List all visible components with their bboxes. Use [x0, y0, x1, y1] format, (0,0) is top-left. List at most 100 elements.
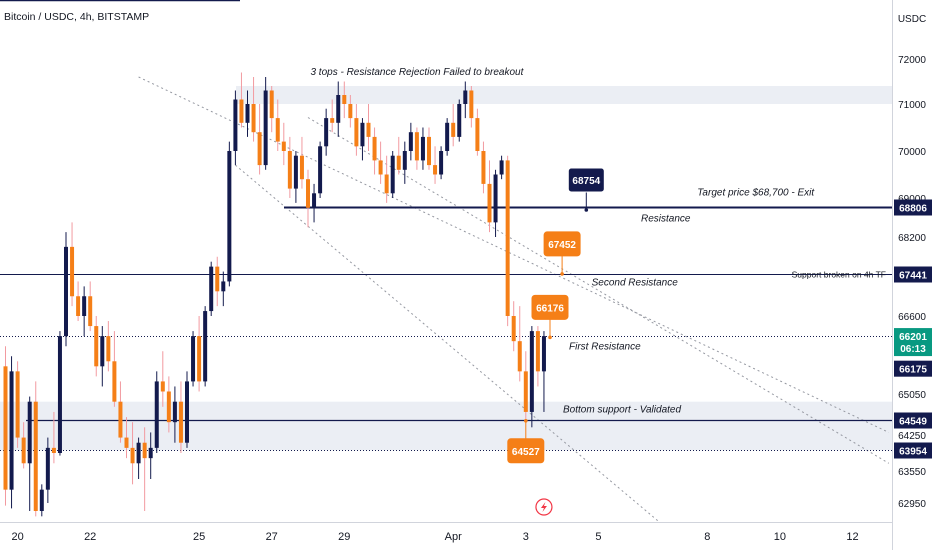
- candle-body: [27, 401, 32, 464]
- candle-body: [396, 155, 401, 170]
- candle-body: [469, 90, 474, 119]
- price-callout[interactable]: [531, 294, 569, 320]
- price-callout-label: 64527: [512, 447, 540, 458]
- candle-body: [481, 151, 486, 184]
- candle-body: [354, 118, 359, 147]
- callout-dot: [584, 208, 589, 212]
- candle-body: [541, 336, 546, 372]
- candle-body: [306, 179, 310, 208]
- current-price-label: 66201: [899, 332, 927, 343]
- candle-body: [342, 95, 347, 104]
- candle-body: [221, 281, 226, 292]
- x-tick-label: 27: [266, 531, 278, 543]
- candle-body: [9, 371, 14, 490]
- candle-body: [106, 336, 111, 362]
- lightning-glyph: [540, 502, 547, 512]
- candle-body: [287, 151, 292, 189]
- x-tick-label: 22: [84, 531, 96, 543]
- candle-body: [257, 132, 262, 166]
- candle-body: [263, 90, 268, 166]
- y-tick-label: 68200: [898, 233, 926, 244]
- last-price-badge: [894, 360, 932, 377]
- candle-body: [408, 132, 413, 151]
- candle-body: [493, 174, 498, 223]
- candle-body: [330, 118, 335, 123]
- annotation-text: 3 tops - Resistance Rejection Failed to …: [310, 67, 524, 78]
- candle-body: [523, 371, 528, 412]
- candle-body: [15, 371, 20, 438]
- callout-dot: [548, 335, 552, 340]
- x-tick-label: Apr: [445, 531, 462, 543]
- candle-body: [299, 155, 304, 180]
- price-callout-label: 66176: [536, 303, 564, 314]
- y-tick-label: 64250: [898, 431, 926, 442]
- x-tick-label: 25: [193, 531, 205, 543]
- trendline: [138, 76, 890, 433]
- callout-dot: [560, 272, 564, 276]
- candle-body: [57, 336, 62, 453]
- price-badge-label: 64549: [899, 417, 927, 428]
- candle-body: [378, 160, 383, 175]
- candle-body: [360, 122, 365, 147]
- chart-title: Bitcoin / USDC, 4h, BITSTAMP: [4, 11, 149, 23]
- candle-body: [348, 104, 353, 119]
- price-badge: [894, 442, 932, 459]
- candle-body: [475, 118, 480, 151]
- y-tick-label: 72000: [898, 55, 926, 66]
- currency-label[interactable]: USDC: [898, 14, 926, 25]
- candle-body: [463, 90, 468, 104]
- x-tick-label: 3: [523, 531, 529, 543]
- candle-body: [402, 151, 407, 170]
- candle-body: [39, 489, 44, 511]
- candle-body: [178, 401, 183, 443]
- y-tick-label: 71000: [898, 100, 926, 111]
- price-badge-label: 63954: [899, 447, 927, 458]
- candle-body: [3, 366, 8, 490]
- y-tick-label: 70000: [898, 147, 926, 158]
- callout-dot: [524, 419, 528, 423]
- x-tick-label: 29: [338, 531, 350, 543]
- x-tick-label: 5: [595, 531, 601, 543]
- price-callout[interactable]: [543, 231, 581, 257]
- candle-body: [439, 151, 444, 175]
- level-label: Resistance: [641, 214, 691, 225]
- candle-body: [390, 155, 395, 194]
- candle-body: [324, 118, 329, 147]
- trendline: [235, 164, 660, 523]
- annotation-text: Target price $68,700 - Exit: [697, 188, 815, 199]
- candle-body: [318, 146, 323, 194]
- candle-body: [154, 381, 159, 448]
- candle-body: [427, 136, 431, 166]
- candle-body: [33, 401, 38, 511]
- x-tick-label: 10: [774, 531, 786, 543]
- last-price-label: 66175: [899, 365, 927, 376]
- candle-body: [21, 437, 26, 464]
- candle-body: [535, 331, 540, 372]
- candle-body: [239, 99, 244, 123]
- y-tick-label: 65050: [898, 390, 926, 401]
- level-label: First Resistance: [569, 342, 641, 353]
- candle-body: [172, 401, 177, 423]
- annotation-text: Second Resistance: [592, 277, 679, 288]
- candle-body: [384, 174, 389, 194]
- price-callout[interactable]: [507, 438, 545, 464]
- y-tick-label: 62950: [898, 499, 926, 510]
- candle-body: [215, 266, 220, 292]
- candle-body: [420, 136, 425, 161]
- price-badge-label: 67441: [899, 271, 927, 282]
- candle-body: [148, 447, 153, 459]
- candle-body: [275, 118, 280, 142]
- candle-body: [281, 141, 286, 151]
- price-badge: [894, 266, 932, 283]
- zone-band: [236, 86, 892, 104]
- current-price-badge: [894, 328, 932, 357]
- candle-body: [82, 296, 87, 316]
- candle-body: [197, 336, 202, 382]
- price-badge: [894, 412, 932, 429]
- zone-band: [0, 401, 892, 451]
- price-callout[interactable]: [567, 167, 605, 193]
- candle-body: [64, 246, 68, 337]
- candle-body: [451, 122, 456, 137]
- candle-body: [203, 311, 208, 382]
- candle-body: [312, 193, 317, 208]
